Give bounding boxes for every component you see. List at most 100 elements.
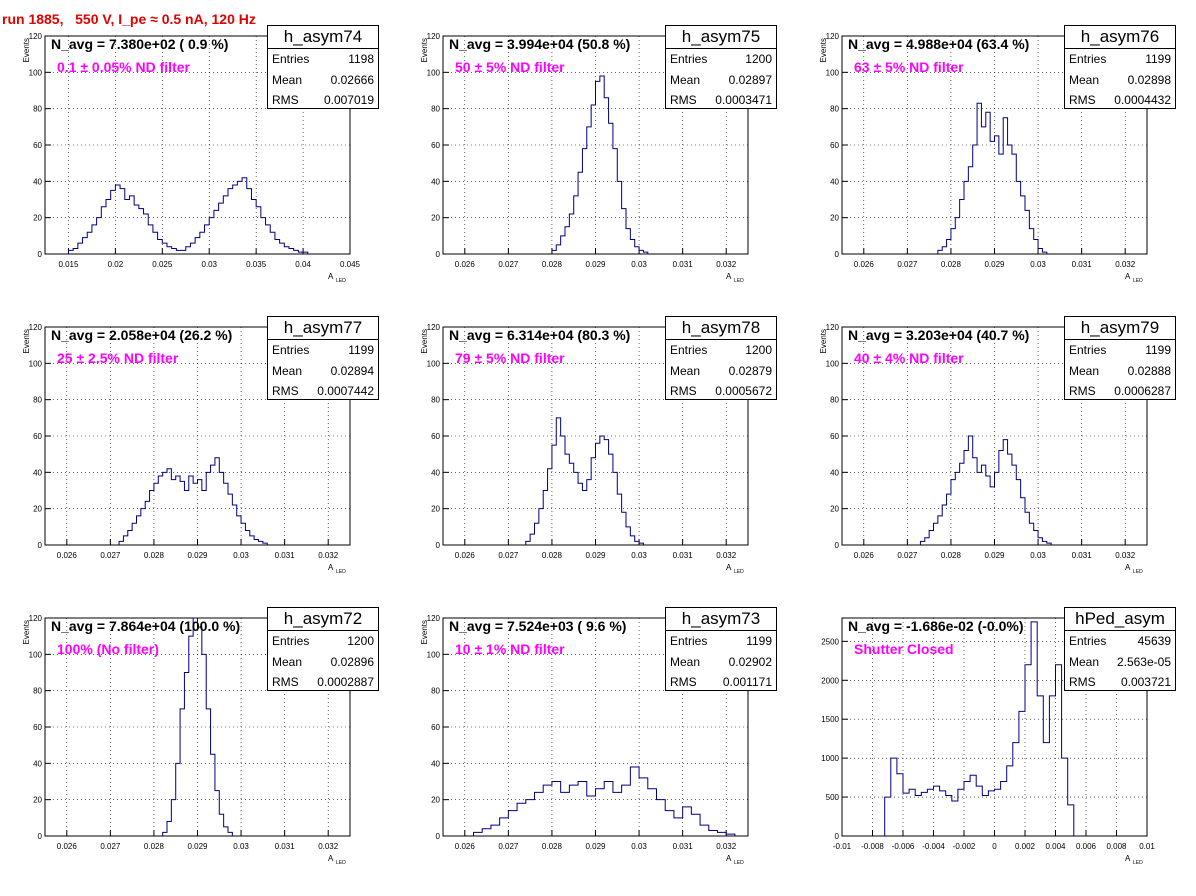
histogram-bin <box>1034 239 1038 254</box>
histogram-bin <box>245 530 249 545</box>
histogram-bin <box>526 800 535 836</box>
stats-rms-row: RMS 0.0005672 <box>666 381 776 402</box>
histogram-bin <box>600 76 604 254</box>
y-tick-label: 20 <box>830 505 839 514</box>
x-tick-label: 0.03 <box>631 842 647 851</box>
histogram-bin <box>275 239 280 254</box>
y-tick-label: 120 <box>826 323 840 332</box>
x-tick-label: 0.01 <box>1139 842 1155 851</box>
histogram-bin <box>280 243 285 254</box>
histogram-bin <box>189 636 193 836</box>
stats-entries-row: Entries 45639 <box>1065 631 1175 652</box>
histogram-bin <box>622 209 626 254</box>
plot-frame <box>442 35 749 255</box>
x-tick-label: 0.027 <box>498 260 519 269</box>
y-tick-label: 500 <box>826 793 840 802</box>
x-tick-label: 0.032 <box>716 551 737 560</box>
histogram-bin <box>1043 743 1049 836</box>
histogram-bin <box>630 767 639 836</box>
stats-box: h_asym76 Entries 1199 Mean 0.02898 RMS 0.00044… <box>1064 25 1176 109</box>
histogram-bin <box>976 786 982 836</box>
stats-rms-value: 0.0003471 <box>715 93 772 107</box>
stats-rms-row: RMS 0.001171 <box>666 672 776 693</box>
x-tick-label: 0.026 <box>854 551 875 560</box>
y-tick-label: 40 <box>431 177 440 186</box>
histogram-panel-h_asym76: 0.026 0.027 0.028 0.029 0.03 0.031 0.032 0 20 40 6… <box>797 24 1195 314</box>
x-tick-label: 0.032 <box>318 551 339 560</box>
histogram-name: h_asym72 <box>268 608 378 631</box>
histogram-bin <box>1007 766 1013 836</box>
histogram-bin <box>604 440 608 545</box>
y-tick-label: 120 <box>29 323 43 332</box>
histogram-bin <box>1056 665 1062 836</box>
histogram-bin <box>270 232 275 254</box>
histogram-bin <box>148 225 153 254</box>
x-tick-label: 0.028 <box>941 260 962 269</box>
y-axis-label: Events <box>819 329 828 353</box>
stats-mean-value: 0.02897 <box>728 72 772 87</box>
x-tick-label: 0.03 <box>233 551 249 560</box>
stats-entries-row: Entries 1199 <box>1065 340 1175 361</box>
y-tick-label: 60 <box>830 141 839 150</box>
y-tick-label: 0 <box>835 832 840 841</box>
histogram-bin <box>266 225 271 254</box>
y-tick-label: 60 <box>431 432 440 441</box>
histogram-bin <box>1038 249 1042 254</box>
y-tick-label: 40 <box>33 468 42 477</box>
histogram-bin <box>561 236 565 254</box>
stats-rms-row: RMS 0.0002887 <box>268 672 378 693</box>
stats-mean-row: Mean 0.02896 <box>268 652 378 673</box>
x-axis-label-subscript: LED <box>336 278 346 284</box>
x-tick-label: 0.03 <box>1030 260 1046 269</box>
stats-box: h_asym73 Entries 1199 Mean 0.02902 RMS 0.00117… <box>665 607 777 691</box>
y-tick-label: 0 <box>835 250 840 259</box>
histogram-bin <box>1034 530 1038 545</box>
histogram-bin <box>970 775 976 836</box>
x-tick-label: 0.026 <box>57 842 78 851</box>
stats-mean-label: Mean <box>1069 363 1100 378</box>
histogram-bin <box>596 443 600 545</box>
stats-rms-value: 0.003721 <box>1120 675 1171 689</box>
histogram-bin <box>139 209 144 254</box>
y-tick-label: 40 <box>33 177 42 186</box>
y-tick-label: 60 <box>33 432 42 441</box>
x-tick-label: 0.027 <box>897 260 918 269</box>
plot-frame <box>442 617 749 837</box>
stats-entries-row: Entries 1198 <box>268 49 378 70</box>
histogram-bin <box>951 229 955 254</box>
x-tick-label: -0.006 <box>892 842 915 851</box>
histogram-bin <box>626 527 630 545</box>
histogram-bin <box>115 185 120 254</box>
histogram-bin <box>125 200 130 255</box>
plot-frame <box>442 326 749 546</box>
histogram-bin <box>111 190 116 254</box>
y-tick-label: 0 <box>835 541 840 550</box>
stats-rms-label: RMS <box>272 384 299 398</box>
histogram-bin <box>1021 498 1025 545</box>
histogram-line <box>162 617 233 836</box>
x-axis-label-subscript: LED <box>1133 278 1143 284</box>
histogram-bin <box>181 250 186 254</box>
histogram-bin <box>132 523 136 545</box>
histogram-bin <box>128 530 132 545</box>
x-tick-label: -0.008 <box>861 842 884 851</box>
histogram-line <box>551 75 649 254</box>
x-tick-label: 0.026 <box>455 260 476 269</box>
histogram-bin <box>596 81 600 254</box>
stats-rms-value: 0.0002887 <box>317 675 374 689</box>
histogram-bin <box>242 178 247 254</box>
y-axis-label: Events <box>22 329 31 353</box>
stats-rms-value: 0.0006287 <box>1114 384 1171 398</box>
histogram-bin <box>254 540 258 545</box>
histogram-bin <box>228 494 232 545</box>
histogram-bin <box>968 436 972 545</box>
histogram-bin <box>630 239 634 254</box>
histogram-bin <box>206 709 210 836</box>
x-tick-label: 0.032 <box>716 842 737 851</box>
histogram-bin <box>228 189 233 254</box>
histogram-bin <box>622 785 631 836</box>
histogram-bin <box>604 782 613 837</box>
histogram-bin <box>587 480 591 545</box>
y-axis-label: Events <box>22 38 31 62</box>
x-tick-label: 0.002 <box>1015 842 1036 851</box>
